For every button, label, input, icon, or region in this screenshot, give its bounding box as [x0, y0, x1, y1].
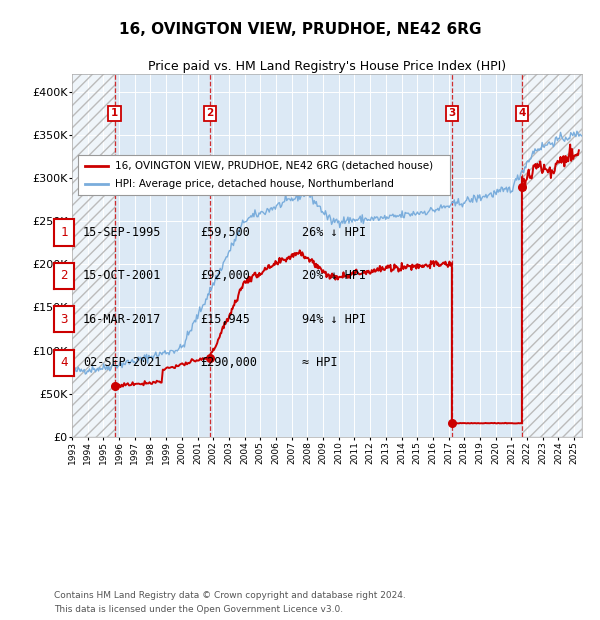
- Text: 15-SEP-1995: 15-SEP-1995: [83, 226, 161, 239]
- Bar: [522, 74, 582, 437]
- Text: 1: 1: [111, 108, 118, 118]
- Text: HPI: Average price, detached house, Northumberland: HPI: Average price, detached house, Nort…: [115, 179, 394, 190]
- Text: This data is licensed under the Open Government Licence v3.0.: This data is licensed under the Open Gov…: [54, 604, 343, 614]
- Text: Contains HM Land Registry data © Crown copyright and database right 2024.: Contains HM Land Registry data © Crown c…: [54, 591, 406, 600]
- Text: ≈ HPI: ≈ HPI: [302, 356, 337, 369]
- Text: 2: 2: [60, 270, 68, 282]
- Text: 1: 1: [60, 226, 68, 239]
- Text: 02-SEP-2021: 02-SEP-2021: [83, 356, 161, 369]
- Bar: [72, 74, 115, 437]
- Text: 20% ↓ HPI: 20% ↓ HPI: [302, 270, 366, 282]
- Text: 4: 4: [60, 356, 68, 369]
- Text: 16, OVINGTON VIEW, PRUDHOE, NE42 6RG: 16, OVINGTON VIEW, PRUDHOE, NE42 6RG: [119, 22, 481, 37]
- Text: £92,000: £92,000: [200, 270, 250, 282]
- Text: 15-OCT-2001: 15-OCT-2001: [83, 270, 161, 282]
- Text: 2: 2: [206, 108, 214, 118]
- Bar: [72, 74, 115, 437]
- Text: 26% ↓ HPI: 26% ↓ HPI: [302, 226, 366, 239]
- Text: 4: 4: [518, 108, 526, 118]
- Text: 3: 3: [60, 313, 68, 326]
- Text: 16-MAR-2017: 16-MAR-2017: [83, 313, 161, 326]
- Text: 94% ↓ HPI: 94% ↓ HPI: [302, 313, 366, 326]
- Title: Price paid vs. HM Land Registry's House Price Index (HPI): Price paid vs. HM Land Registry's House …: [148, 60, 506, 73]
- Bar: [522, 74, 582, 437]
- Text: £59,500: £59,500: [200, 226, 250, 239]
- Text: £290,000: £290,000: [200, 356, 257, 369]
- Text: 3: 3: [448, 108, 455, 118]
- Text: 16, OVINGTON VIEW, PRUDHOE, NE42 6RG (detached house): 16, OVINGTON VIEW, PRUDHOE, NE42 6RG (de…: [115, 161, 433, 171]
- Text: £15,945: £15,945: [200, 313, 250, 326]
